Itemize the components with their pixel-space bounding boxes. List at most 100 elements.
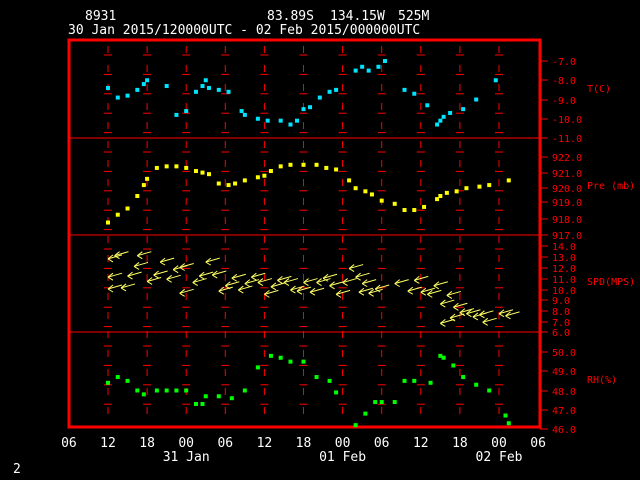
wind-barb-shaft: [179, 263, 194, 268]
wind-barb-head: [368, 288, 374, 294]
wind-barb: [231, 273, 246, 282]
wind-barb: [440, 318, 455, 327]
temperature-point: [141, 82, 146, 87]
wind-barb-head: [225, 285, 231, 290]
wind-barb-head: [407, 286, 414, 292]
wind-barb-head: [172, 269, 179, 274]
temperature-point: [145, 78, 150, 83]
temperature-point: [193, 89, 198, 94]
temperature-point: [301, 107, 306, 112]
wind-barb-shaft: [166, 274, 181, 280]
wind-barb-head: [120, 287, 127, 292]
wind-barb: [394, 279, 409, 288]
temperature-point: [288, 122, 293, 127]
wind-barb-shaft: [277, 275, 292, 281]
wind-barb-shaft: [440, 299, 455, 305]
temperature-point: [135, 87, 140, 92]
temperature-point: [317, 95, 322, 100]
wind-barb: [127, 271, 142, 280]
wind-barb: [290, 285, 305, 294]
wind-barb-head: [329, 285, 335, 290]
wind-barb-shaft: [482, 317, 497, 323]
wind-barb: [137, 251, 152, 260]
humidity-point: [229, 396, 234, 401]
wind-barb-head: [414, 279, 420, 284]
wind-barb-head: [172, 265, 179, 271]
wind-barb: [192, 278, 207, 286]
wind-barb-head: [107, 258, 114, 263]
wind-barb-shaft: [505, 311, 520, 317]
wind-barb-head: [358, 287, 365, 293]
temperature-point: [474, 97, 479, 102]
pressure-point: [226, 183, 231, 188]
wind-barb-head: [368, 292, 374, 297]
wind-barb-shaft: [342, 278, 357, 284]
wind-barb-shaft: [199, 271, 214, 277]
wind-barb-head: [133, 265, 140, 270]
wind-barb-shaft: [283, 278, 299, 284]
wind-barb-head: [449, 317, 456, 322]
wind-barb-shaft: [137, 251, 152, 257]
wind-barb-shaft: [420, 287, 435, 293]
wind-barb-shaft: [270, 282, 286, 288]
temperature-point: [242, 112, 247, 117]
y-tick-label: -11.0: [552, 134, 582, 145]
humidity-point: [135, 388, 140, 393]
y-tick-label: 49.0: [552, 367, 576, 378]
humidity-point: [334, 390, 339, 395]
wind-barb-head: [146, 281, 153, 285]
pressure-point: [435, 197, 440, 202]
x-tick-label: 00: [491, 436, 507, 451]
humidity-point: [242, 388, 247, 393]
wind-barb-head: [146, 277, 153, 282]
pressure-point: [200, 170, 205, 175]
wind-barb-head: [205, 261, 212, 266]
pressure-point: [174, 164, 179, 169]
y-tick-label: 10.0: [552, 286, 576, 297]
wind-barb-head: [264, 289, 270, 295]
humidity-point: [314, 375, 319, 380]
humidity-point: [154, 388, 159, 393]
pressure-point: [125, 206, 130, 211]
wind-barb-head: [374, 284, 381, 290]
wind-barb-head: [420, 291, 427, 296]
wind-barb-head: [277, 279, 283, 284]
wind-barb-head: [427, 289, 433, 295]
wind-barb-head: [283, 282, 290, 286]
wind-barb-head: [446, 291, 453, 296]
wind-barb: [114, 251, 129, 260]
y-tick-label: 12.0: [552, 264, 576, 275]
y-tick-label: 14.0: [552, 242, 576, 253]
wind-barb-head: [251, 272, 257, 278]
wind-barb-shaft: [348, 264, 364, 270]
humidity-point: [451, 363, 456, 368]
wind-barb-head: [179, 263, 185, 268]
wind-barb-head: [137, 251, 143, 257]
temperature-point: [425, 103, 430, 108]
station-lon: 134.15W: [330, 9, 385, 24]
panel-label: T(C): [587, 84, 611, 95]
wind-barb-head: [440, 319, 446, 324]
pressure-point: [193, 169, 198, 174]
temperature-point: [327, 89, 332, 94]
humidity-point: [216, 394, 221, 399]
wind-barb-head: [342, 282, 348, 286]
pressure-point: [369, 192, 374, 197]
wind-barb-head: [166, 278, 172, 283]
wind-barb-shaft: [238, 285, 253, 291]
wind-barb-head: [218, 286, 225, 292]
humidity-point: [115, 375, 120, 380]
temperature-point: [412, 91, 417, 96]
wind-barb: [133, 261, 149, 270]
wind-barb: [283, 278, 299, 286]
wind-barb-head: [159, 257, 166, 263]
temperature-point: [164, 84, 169, 89]
humidity-point: [487, 388, 492, 393]
wind-barb-head: [107, 272, 114, 278]
pressure-point: [255, 175, 260, 180]
humidity-point: [141, 392, 146, 397]
pressure-point: [184, 165, 189, 170]
wind-barb-shaft: [446, 290, 462, 296]
humidity-point: [106, 380, 110, 385]
